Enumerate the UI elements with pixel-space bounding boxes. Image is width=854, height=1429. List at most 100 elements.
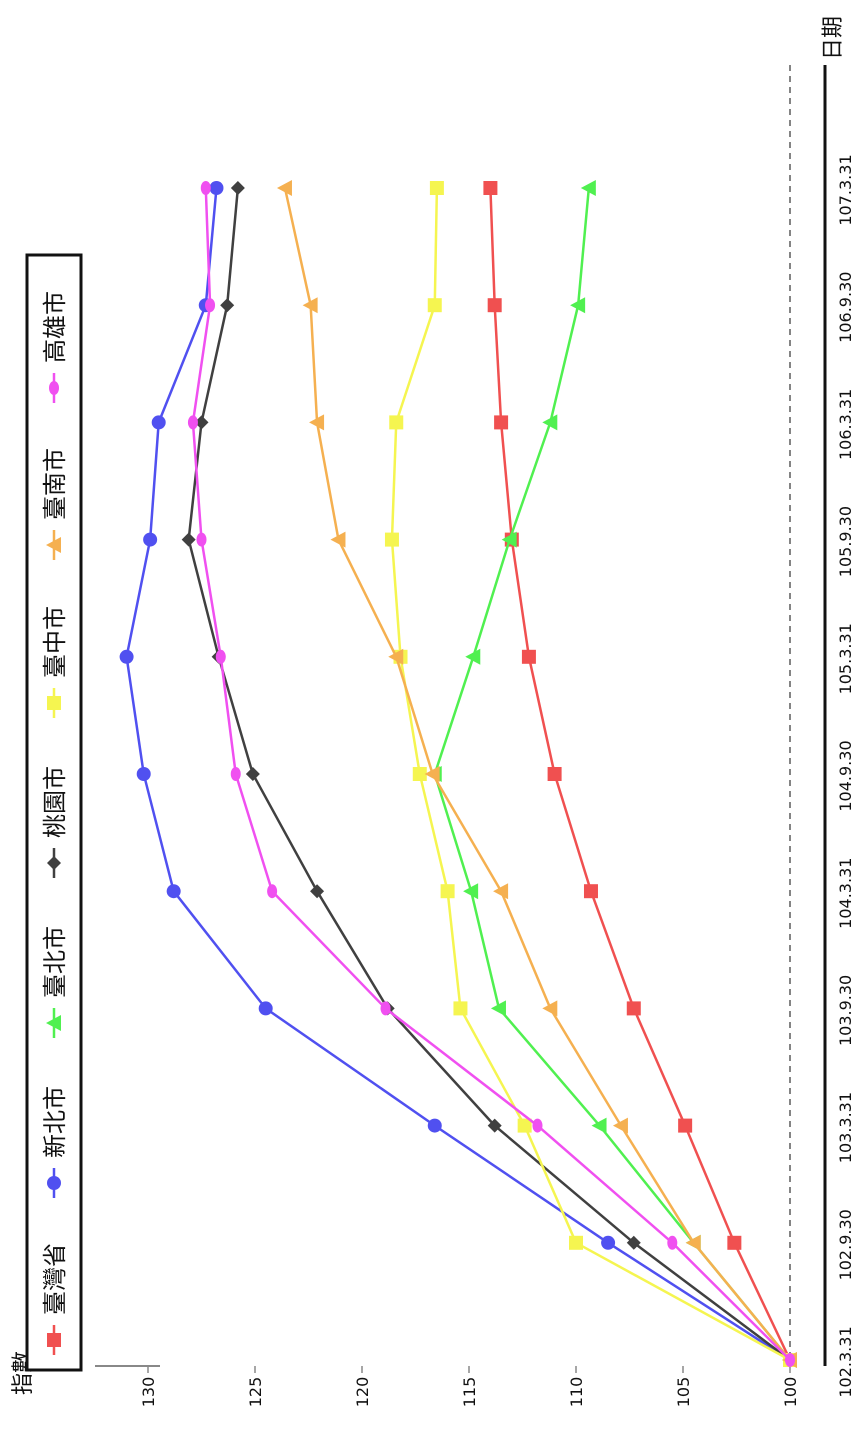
series-6-point-5 <box>230 767 241 781</box>
legend-label-3: 桃園市 <box>41 766 69 838</box>
series-3-point-2 <box>487 1118 502 1133</box>
legend-label-6: 高雄市 <box>41 291 69 363</box>
series-4 <box>384 181 797 1367</box>
x-tick-label-5: 104.9.30 <box>836 740 854 811</box>
series-0-point-1 <box>727 1235 742 1250</box>
legend-label-0: 臺灣省 <box>41 1243 69 1315</box>
series-2-point-7 <box>501 531 517 548</box>
series-4-point-9 <box>427 298 442 313</box>
x-tick-label-6: 105.3.31 <box>836 623 854 694</box>
series-6-point-6 <box>215 649 226 664</box>
series-2-point-3 <box>490 1000 506 1017</box>
legend: 臺灣省 新北市 臺北市 桃園市 臺中市 臺南市 高雄市 <box>25 253 83 1372</box>
legend-item-3: 桃園市 <box>41 766 69 878</box>
legend-items: 臺灣省 新北市 臺北市 桃園市 臺中市 臺南市 高雄市 <box>41 291 69 1355</box>
series-2-point-2 <box>591 1117 607 1134</box>
series-4-point-7 <box>384 532 399 547</box>
series-6-point-0 <box>785 1353 795 1367</box>
series-5-point-1 <box>685 1234 701 1251</box>
series-line-6 <box>191 187 791 1361</box>
series-4-point-2 <box>517 1118 532 1133</box>
series-6-point-7 <box>196 532 207 547</box>
series-4-point-5 <box>412 767 427 781</box>
legend-label-4: 臺中市 <box>41 606 69 678</box>
series-0-point-6 <box>521 649 536 664</box>
series-1-point-3 <box>258 1001 273 1016</box>
series-1-point-8 <box>151 415 166 430</box>
x-unit-label: 日期 <box>821 16 846 60</box>
x-tick-label-7: 105.9.30 <box>836 506 854 577</box>
series-6 <box>187 181 795 1367</box>
y-tick-label-110: 110 <box>567 1377 586 1408</box>
legend-label-5: 臺南市 <box>41 448 69 520</box>
x-tick-label-4: 104.3.31 <box>836 858 854 929</box>
series-1-point-6 <box>119 649 134 664</box>
legend-marker-5 <box>46 537 61 553</box>
y-ticks: 100 105 110 115 120 125 130 <box>139 1366 800 1407</box>
x-tick-label-3: 103.9.30 <box>836 975 854 1046</box>
series-6-point-3 <box>380 1001 391 1016</box>
series-3 <box>181 181 797 1367</box>
series-6-point-2 <box>532 1118 543 1133</box>
legend-marker-6 <box>49 381 59 395</box>
x-tick-label-1: 102.9.30 <box>836 1209 854 1280</box>
y-tick-label-120: 120 <box>353 1377 372 1408</box>
legend-label-2: 臺北市 <box>41 926 69 998</box>
series-5-point-9 <box>302 297 318 314</box>
legend-item-6: 高雄市 <box>41 291 69 403</box>
series-5 <box>276 180 797 1368</box>
series-5-point-7 <box>330 531 346 548</box>
series-3-point-5 <box>245 767 260 781</box>
series-2-point-9 <box>570 297 586 314</box>
series-1-point-5 <box>136 767 151 781</box>
y-tick-label-105: 105 <box>674 1377 693 1408</box>
series-0-point-3 <box>626 1001 641 1016</box>
series-5-point-8 <box>309 414 325 431</box>
series-4-point-4 <box>440 884 455 899</box>
series-3-point-1 <box>626 1235 641 1250</box>
series-0-point-5 <box>547 767 562 781</box>
series-6-point-10 <box>200 181 211 195</box>
legend-label-1: 新北市 <box>41 1086 69 1158</box>
series-6-point-4 <box>267 884 278 899</box>
series-6-point-8 <box>187 415 198 430</box>
series-layer <box>119 180 797 1368</box>
series-line-0 <box>489 187 792 1361</box>
series-0-point-2 <box>678 1118 693 1133</box>
series-0-point-10 <box>483 181 498 195</box>
series-5-point-2 <box>612 1117 628 1134</box>
series-1-point-1 <box>601 1235 616 1250</box>
series-5-point-4 <box>493 883 509 900</box>
series-4-point-1 <box>569 1235 583 1250</box>
x-tick-label-10: 107.3.31 <box>836 154 854 225</box>
x-ticks: 102.3.31 102.9.30 103.3.31 103.9.30 104.3.31… <box>836 154 854 1397</box>
series-5-point-5 <box>424 766 440 782</box>
series-2-point-10 <box>580 180 596 196</box>
series-1-point-10 <box>209 181 224 195</box>
series-0-point-4 <box>583 884 598 899</box>
legend-item-0: 臺灣省 <box>41 1243 69 1355</box>
series-6-point-1 <box>667 1235 678 1250</box>
series-6-point-9 <box>205 298 216 313</box>
series-1-point-4 <box>166 884 181 899</box>
series-3-point-4 <box>310 884 325 899</box>
series-3-point-9 <box>220 298 235 313</box>
series-4-point-10 <box>429 181 444 195</box>
legend-item-5: 臺南市 <box>41 448 69 560</box>
series-line-3 <box>187 187 791 1361</box>
series-1-point-7 <box>143 532 158 547</box>
series-1-point-2 <box>427 1118 442 1133</box>
series-2-point-6 <box>465 648 481 665</box>
series-3-point-8 <box>194 415 209 430</box>
series-2-point-4 <box>463 883 479 900</box>
series-line-1 <box>125 187 791 1362</box>
series-4-point-3 <box>453 1001 468 1016</box>
series-1 <box>119 181 797 1367</box>
y-tick-label-100: 100 <box>781 1377 800 1408</box>
legend-item-1: 新北市 <box>41 1086 69 1198</box>
legend-item-4: 臺中市 <box>41 606 69 718</box>
x-tick-label-0: 102.3.31 <box>836 1326 854 1397</box>
series-line-5 <box>283 187 791 1361</box>
series-0-point-9 <box>487 298 502 313</box>
